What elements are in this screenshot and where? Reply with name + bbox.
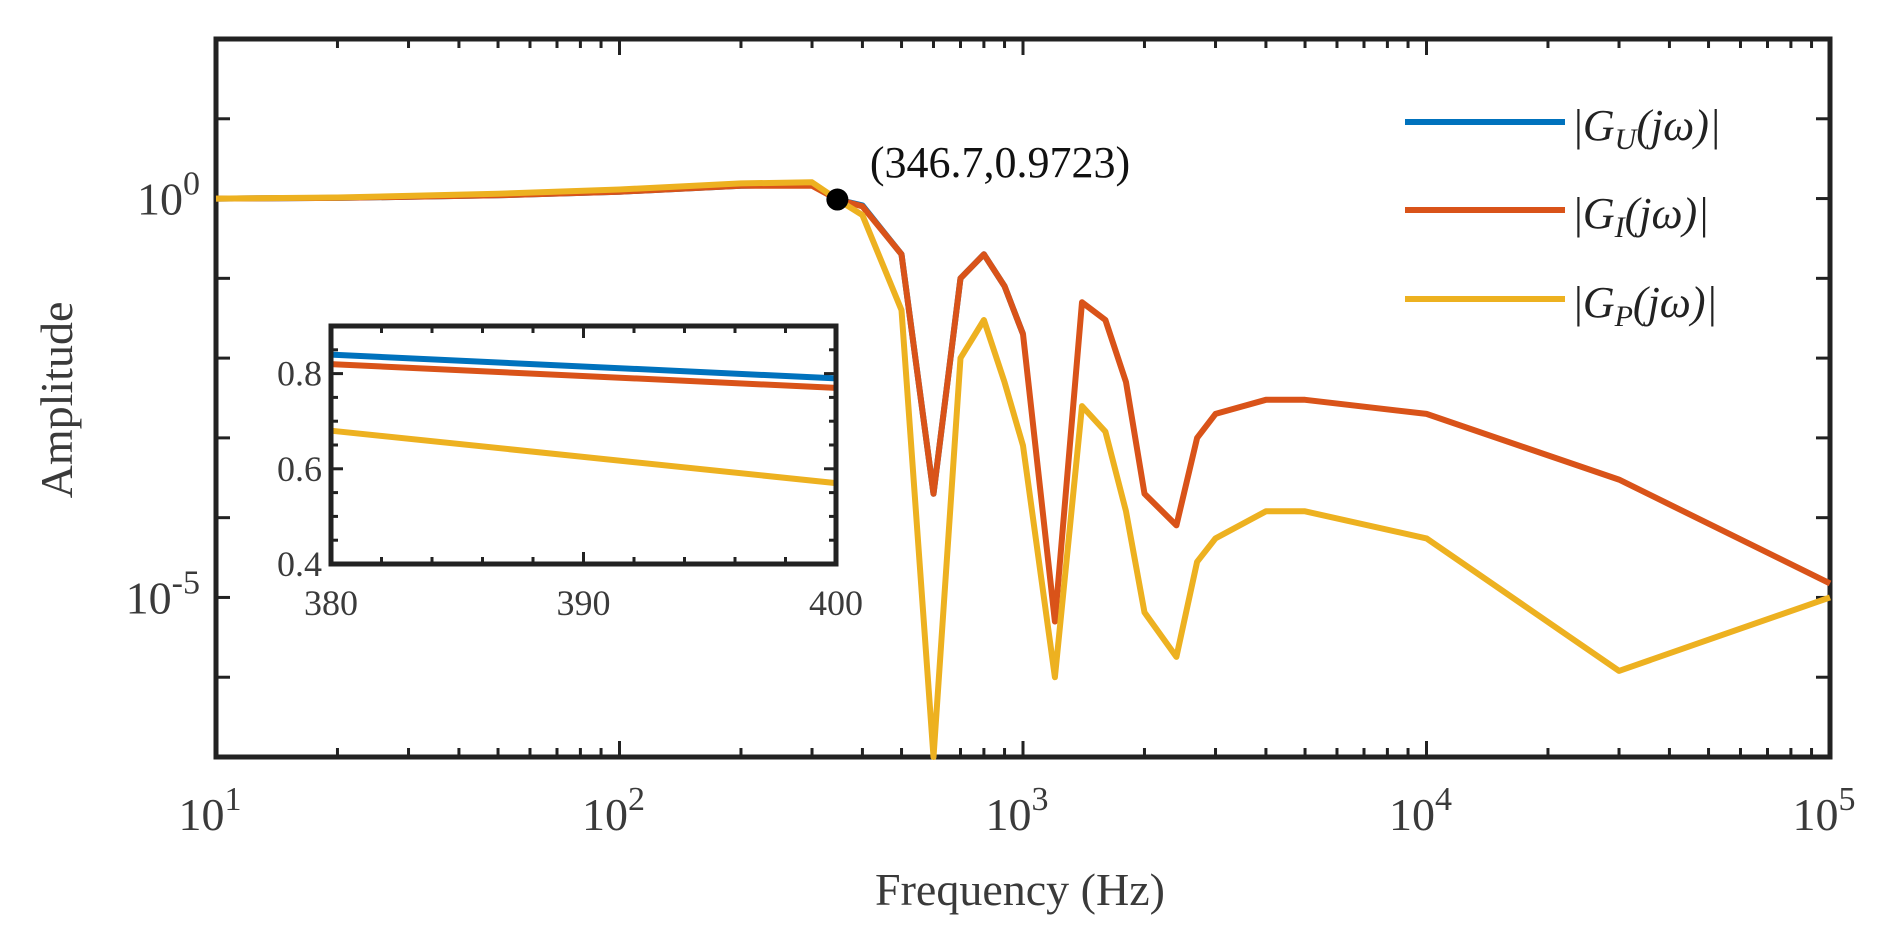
x-tick-label: 102 xyxy=(582,781,645,840)
axis-ticks xyxy=(214,37,1830,759)
inset-ticks xyxy=(329,324,838,566)
legend-label-gu: |GU(jω)| xyxy=(1574,101,1721,156)
inset-x-tick-label: 400 xyxy=(809,583,863,623)
x-tick-label: 103 xyxy=(986,781,1049,840)
y-tick-labels: 100 10-5 xyxy=(126,166,200,624)
y-axis-title: Amplitude xyxy=(31,302,82,499)
inset-tick-labels: 380 390 400 0.4 0.6 0.8 xyxy=(277,354,863,623)
inset-series-group xyxy=(330,351,837,487)
series-line-2 xyxy=(215,179,1831,760)
x-axis-title: Frequency (Hz) xyxy=(875,864,1165,915)
inset-background xyxy=(331,326,836,564)
inset-series-line-2 xyxy=(330,427,837,487)
annotation-label: (346.7,0.9723) xyxy=(870,138,1130,187)
legend-label-gi: |GI(jω)| xyxy=(1574,189,1709,244)
legend-label-gp: |GP(jω)| xyxy=(1574,278,1718,333)
series-group xyxy=(215,179,1832,760)
annotation-marker xyxy=(826,188,849,211)
inset-series-line-1 xyxy=(330,361,837,391)
inset-y-tick-label: 0.8 xyxy=(277,354,322,394)
x-tick-label: 105 xyxy=(1793,781,1856,840)
y-tick-label: 10-5 xyxy=(126,564,200,623)
inset-plot: 380 390 400 0.4 0.6 0.8 xyxy=(277,323,863,623)
x-tick-label: 104 xyxy=(1389,781,1452,840)
inset-x-tick-label: 380 xyxy=(304,583,358,623)
inset-y-tick-label: 0.4 xyxy=(277,544,322,584)
y-tick-label: 100 xyxy=(137,166,200,225)
inset-series-line-0 xyxy=(330,351,837,382)
x-tick-labels: 101 102 103 104 105 xyxy=(179,781,1856,840)
inset-y-tick-label: 0.6 xyxy=(277,449,322,489)
legend: |GU(jω)| |GI(jω)| |GP(jω)| xyxy=(1405,101,1721,333)
inset-x-tick-label: 390 xyxy=(557,583,611,623)
x-tick-label: 101 xyxy=(179,781,242,840)
